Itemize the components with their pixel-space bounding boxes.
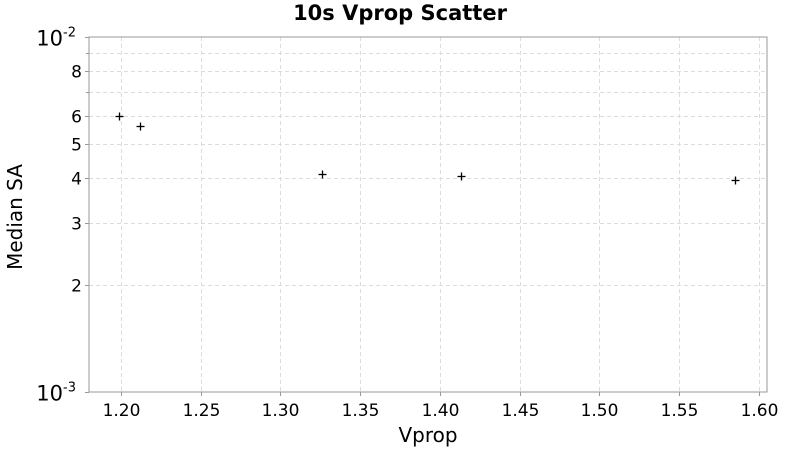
y-tick-label: 4 xyxy=(71,170,82,190)
y-tick-label: 3 xyxy=(71,215,82,235)
plot-frame xyxy=(88,36,768,393)
data-point xyxy=(136,122,145,131)
data-point xyxy=(115,112,124,121)
x-tick-label: 1.35 xyxy=(342,401,380,421)
y-tick-label: 5 xyxy=(71,136,82,156)
y-decade-label-exponent: -2 xyxy=(63,26,76,41)
x-axis-label: Vprop xyxy=(398,423,457,447)
x-tick-label: 1.45 xyxy=(502,401,540,421)
chart-title: 10s Vprop Scatter xyxy=(293,1,508,25)
y-tick-label: 8 xyxy=(71,63,82,83)
data-point xyxy=(457,172,466,181)
x-tick-label: 1.60 xyxy=(741,401,779,421)
y-decade-label-exponent: -3 xyxy=(63,381,76,396)
grid-layer xyxy=(89,37,767,392)
x-tick-label: 1.55 xyxy=(661,401,699,421)
x-tick-label: 1.20 xyxy=(103,401,141,421)
x-tick-label: 1.25 xyxy=(183,401,221,421)
y-decade-label-base: 10 xyxy=(36,27,63,51)
x-tick-label: 1.40 xyxy=(422,401,460,421)
data-point xyxy=(318,170,327,179)
x-tick-label: 1.30 xyxy=(262,401,300,421)
points-layer xyxy=(115,112,740,185)
y-tick-label: 2 xyxy=(71,277,82,297)
tick-layer: 1.20 1.25 1.30 1.35 1.40 1.45 1.50 1.55 1.60 2 3 4 5… xyxy=(36,26,778,422)
y-decade-label-base: 10 xyxy=(36,382,63,406)
y-axis-label: Median SA xyxy=(3,164,27,270)
data-point xyxy=(731,176,740,185)
x-tick-label: 1.50 xyxy=(581,401,619,421)
y-tick-label: 6 xyxy=(71,108,82,128)
